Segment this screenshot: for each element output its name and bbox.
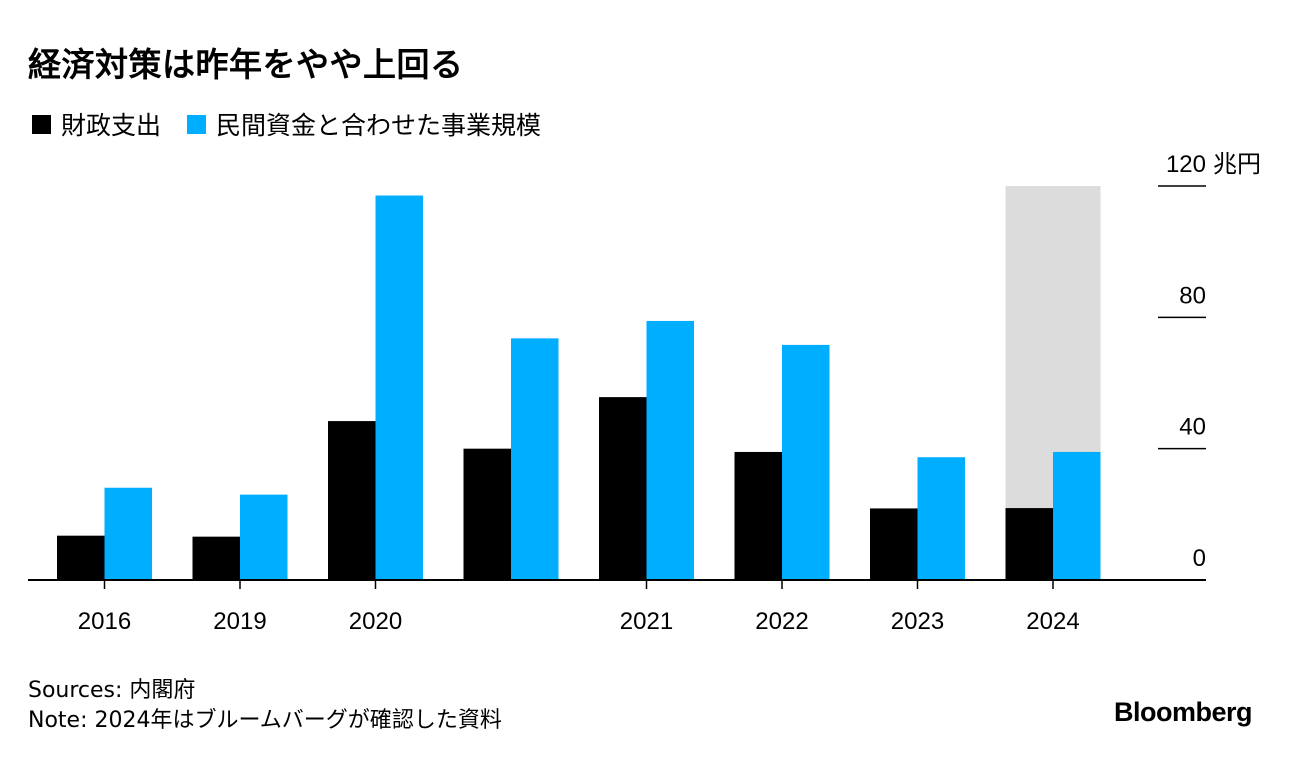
x-tick-label: 2022 <box>755 608 808 635</box>
footer: Sources: 内閣府 Note: 2024年はブルームバーグが確認した資料 <box>28 676 502 736</box>
legend-label-total: 民間資金と合わせた事業規模 <box>216 111 542 140</box>
bar-fiscal <box>599 397 647 580</box>
bar-fiscal <box>57 535 105 580</box>
chart-title: 経済対策は昨年をやや上回る <box>28 45 464 84</box>
y-tick-label: 0 <box>1193 545 1206 572</box>
legend: 財政支出 民間資金と合わせた事業規模 <box>32 106 567 142</box>
y-tick-label: 80 <box>1179 282 1206 309</box>
x-tick-label: 2021 <box>620 608 673 635</box>
bar-fiscal <box>870 508 918 580</box>
legend-label-fiscal: 財政支出 <box>61 111 162 140</box>
bloomberg-logo: Bloomberg <box>1114 697 1253 727</box>
legend-swatch-fiscal <box>32 114 51 134</box>
y-unit-label: 兆円 <box>1213 150 1261 178</box>
legend-item-fiscal: 財政支出 <box>32 106 161 142</box>
x-tick-label: 2019 <box>213 608 266 635</box>
x-tick-label: 2023 <box>891 608 944 635</box>
legend-swatch-total <box>187 114 207 134</box>
y-tick-label: 120 <box>1166 151 1206 178</box>
bar-fiscal <box>192 536 240 580</box>
note-text: Note: 2024年はブルームバーグが確認した資料 <box>28 708 502 733</box>
bar-total <box>646 320 694 580</box>
bar-total <box>511 338 559 580</box>
x-tick-label: 2016 <box>78 608 131 635</box>
bar-total <box>375 195 423 580</box>
bar-total <box>917 457 965 580</box>
bar-total <box>104 487 152 580</box>
bar-total <box>240 494 288 580</box>
x-tick-label: 2020 <box>349 608 402 635</box>
bar-total <box>782 344 830 580</box>
bar-fiscal <box>328 421 376 580</box>
y-tick-label: 40 <box>1179 414 1206 441</box>
legend-item-total: 民間資金と合わせた事業規模 <box>187 106 541 142</box>
sources-text: Sources: 内閣府 <box>28 678 196 703</box>
x-tick-label: 2024 <box>1026 608 1079 635</box>
bar-total <box>1053 451 1101 580</box>
bar-fiscal <box>734 451 782 580</box>
bar-fiscal <box>1005 508 1053 580</box>
bar-fiscal <box>463 448 511 580</box>
